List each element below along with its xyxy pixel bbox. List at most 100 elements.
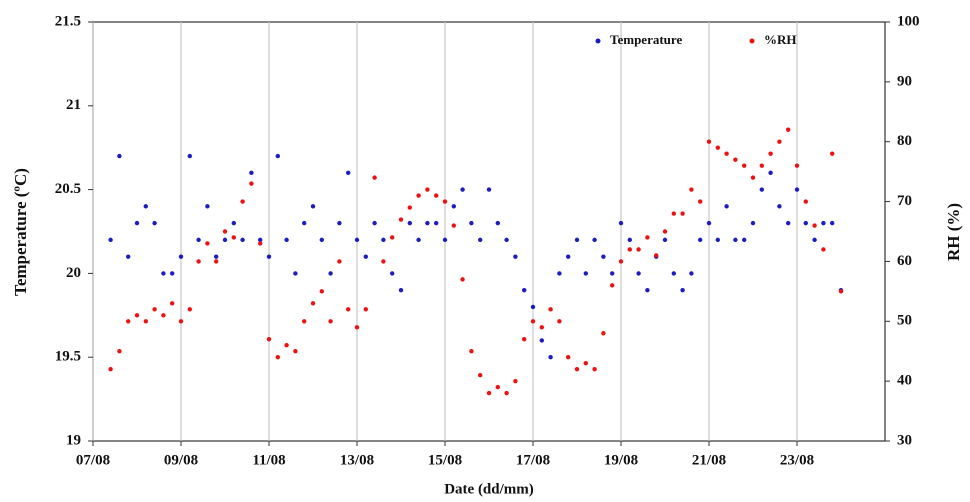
data-point	[504, 237, 509, 243]
legend-label: Temperature	[610, 32, 682, 47]
data-point	[495, 384, 500, 390]
data-point	[214, 259, 219, 264]
data-point	[442, 237, 448, 243]
data-point	[742, 237, 747, 243]
data-point	[610, 271, 615, 276]
data-point	[416, 193, 421, 198]
data-point	[539, 338, 544, 343]
data-point	[275, 153, 280, 159]
data-point	[654, 253, 659, 258]
data-point	[627, 247, 632, 252]
data-point	[170, 301, 175, 306]
legend-marker	[595, 38, 601, 44]
data-point	[698, 237, 703, 243]
data-point	[372, 220, 377, 226]
data-point	[258, 237, 263, 243]
data-point	[539, 325, 544, 330]
data-point	[486, 187, 492, 192]
data-point	[830, 151, 835, 156]
data-point	[460, 277, 465, 282]
data-point	[170, 271, 175, 276]
data-point	[266, 254, 272, 259]
data-point	[750, 220, 756, 226]
data-point	[469, 349, 474, 354]
data-point	[398, 217, 404, 222]
data-point	[724, 204, 729, 209]
data-point	[442, 199, 448, 204]
data-point	[108, 366, 113, 372]
data-point	[645, 235, 650, 240]
data-point	[583, 271, 588, 276]
data-point	[715, 145, 720, 150]
data-point	[522, 287, 527, 293]
data-point	[566, 355, 571, 360]
data-point	[390, 235, 395, 240]
data-point	[574, 237, 580, 243]
data-point	[363, 254, 368, 259]
y2-tick-label: 50	[897, 313, 912, 329]
data-point	[715, 237, 720, 243]
data-point	[152, 220, 157, 226]
data-point	[601, 331, 606, 336]
data-point	[451, 204, 456, 209]
x-tick-label: 07/08	[76, 452, 110, 468]
legend-marker	[749, 38, 755, 44]
data-point	[645, 287, 650, 293]
data-point	[178, 254, 184, 259]
data-point	[478, 237, 483, 243]
data-point	[759, 163, 764, 168]
data-point	[530, 319, 536, 324]
data-point	[557, 319, 562, 324]
data-point	[434, 193, 439, 198]
x-tick-label: 11/08	[252, 452, 285, 468]
data-point	[196, 237, 201, 243]
data-point	[222, 229, 228, 234]
data-point	[381, 259, 386, 264]
data-point	[337, 259, 342, 264]
data-point	[680, 211, 685, 216]
data-point	[680, 287, 685, 293]
data-point	[372, 175, 377, 180]
data-point	[196, 259, 201, 264]
data-point	[548, 307, 553, 312]
data-point	[689, 271, 694, 276]
data-point	[618, 220, 624, 226]
data-point	[302, 220, 307, 226]
data-point	[293, 349, 298, 354]
data-point	[592, 366, 597, 372]
data-point	[117, 349, 122, 354]
data-point	[319, 237, 324, 243]
data-point	[777, 139, 782, 144]
data-point	[451, 223, 456, 228]
data-point	[346, 307, 351, 312]
y2-tick-label: 40	[897, 373, 912, 389]
data-point	[662, 229, 668, 234]
data-point	[425, 187, 430, 192]
data-point	[398, 287, 404, 293]
data-point	[328, 271, 333, 276]
data-point	[240, 199, 245, 204]
data-point	[407, 205, 412, 210]
data-point	[310, 204, 316, 209]
x-tick-label: 23/08	[780, 452, 814, 468]
data-point	[786, 220, 791, 226]
data-point	[513, 378, 518, 384]
data-point	[812, 237, 817, 243]
data-point	[636, 271, 641, 276]
data-point	[354, 237, 360, 243]
data-point	[319, 289, 324, 294]
data-point	[794, 187, 800, 192]
data-point	[689, 187, 694, 192]
data-point	[284, 343, 289, 348]
data-point	[610, 283, 615, 288]
data-point	[134, 313, 140, 318]
data-point	[187, 307, 192, 312]
y-tick-label: 20.5	[55, 181, 81, 197]
data-point	[698, 199, 703, 204]
data-point	[662, 237, 668, 243]
data-point	[830, 220, 835, 226]
data-point	[671, 211, 676, 216]
data-point	[592, 237, 597, 243]
y2-tick-label: 100	[897, 13, 920, 29]
